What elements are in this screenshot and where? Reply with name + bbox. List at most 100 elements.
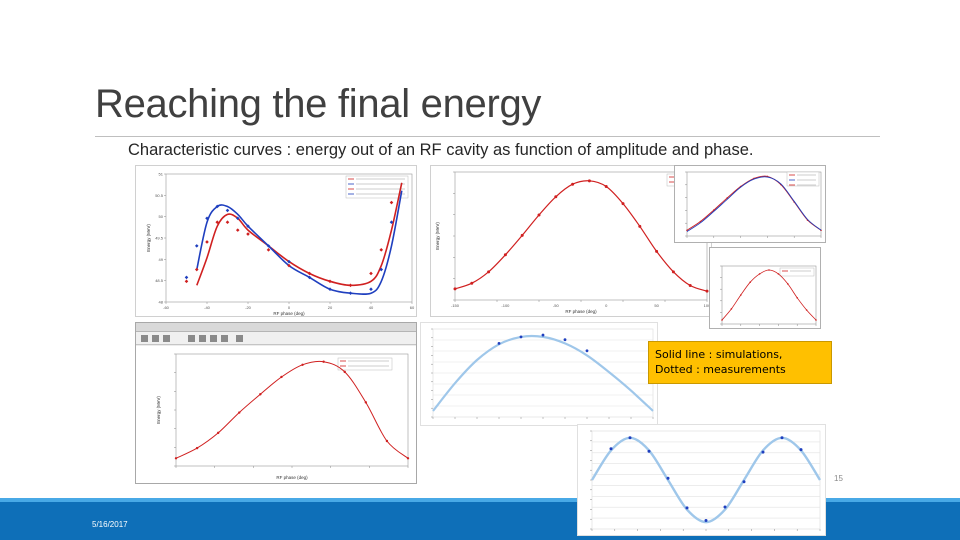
chart-legend <box>786 171 820 187</box>
data-point <box>761 450 765 454</box>
data-point <box>307 271 312 276</box>
series-line-1 <box>686 176 822 232</box>
x-axis-label: RF phase (deg) <box>276 475 308 480</box>
phase-scan-chart-7 <box>577 424 826 536</box>
plot-frame <box>686 171 822 237</box>
x-tick-label: 20 <box>328 305 333 310</box>
data-point <box>470 281 474 285</box>
data-point <box>246 232 250 236</box>
slide-subtitle: Characteristic curves : energy out of an… <box>128 141 754 159</box>
data-point <box>503 253 507 257</box>
x-axis-label: RF phase (deg) <box>565 309 597 314</box>
x-tick-label: -60 <box>163 305 170 310</box>
toolbar-icon[interactable] <box>152 335 159 342</box>
plot-frame <box>591 430 821 530</box>
series-line-0 <box>432 334 654 412</box>
data-point <box>184 275 189 280</box>
data-point <box>768 269 770 271</box>
series-line-0 <box>590 436 822 524</box>
data-point <box>604 185 608 189</box>
data-point <box>671 270 675 274</box>
x-tick-label: 0 <box>288 305 291 310</box>
data-point <box>787 283 789 285</box>
data-point <box>259 393 262 396</box>
data-point <box>688 283 692 287</box>
data-point <box>723 505 727 509</box>
x-tick-label: -40 <box>204 305 211 310</box>
x-tick-label: 40 <box>369 305 374 310</box>
data-point <box>225 220 230 225</box>
footer-stripe <box>0 498 960 502</box>
toolbar-icon[interactable] <box>221 335 228 342</box>
toolbar-icon[interactable] <box>188 335 195 342</box>
toolbar-icon[interactable] <box>236 335 243 342</box>
data-point <box>205 240 209 244</box>
phase-scan-chart-2: -150 -100 -50 0 50 100 RF phase (deg) Energy (M… <box>430 165 712 317</box>
data-point <box>364 401 368 404</box>
data-point <box>453 287 457 291</box>
data-point <box>585 349 589 353</box>
y-tick-label: 50.5 <box>155 193 164 198</box>
series-line-0 <box>175 360 409 459</box>
x-tick-label: 0 <box>605 303 608 308</box>
data-point <box>215 204 220 209</box>
phase-scan-chart-5-window: RF phase (deg) Energy (MeV) <box>135 322 417 484</box>
chart-legend <box>779 267 815 277</box>
data-point <box>815 319 817 321</box>
legend-callout: Solid line : simulations, Dotted : measu… <box>648 341 832 384</box>
callout-line-2: Dotted : measurements <box>655 363 786 376</box>
phase-scan-chart-6 <box>420 322 658 426</box>
phase-scan-chart-4 <box>709 247 821 329</box>
data-point <box>487 270 491 274</box>
data-point <box>322 360 325 363</box>
data-point <box>686 229 688 232</box>
data-point <box>348 283 353 288</box>
data-point <box>406 457 410 460</box>
data-point <box>742 480 746 484</box>
data-point <box>655 249 659 253</box>
data-point <box>647 449 651 453</box>
data-point <box>780 436 784 440</box>
data-point <box>777 273 780 275</box>
data-point <box>609 447 613 451</box>
window-titlebar <box>136 323 416 332</box>
data-point <box>666 476 670 480</box>
data-point <box>519 335 523 339</box>
data-point <box>805 309 808 311</box>
data-point <box>379 248 384 252</box>
y-axis-label: Energy (MeV) <box>146 224 151 252</box>
chart-legend <box>337 357 393 371</box>
y-tick-label: 48 <box>159 300 164 305</box>
x-tick-label: -20 <box>245 305 252 310</box>
data-point <box>328 279 332 284</box>
data-point <box>266 248 271 252</box>
toolbar-icon[interactable] <box>199 335 206 342</box>
x-tick-label: -150 <box>451 303 460 308</box>
data-point <box>194 244 199 248</box>
data-point <box>554 195 558 199</box>
series-line-1 <box>196 190 403 295</box>
toolbar-icon[interactable] <box>163 335 170 342</box>
data-point <box>740 294 742 296</box>
data-point <box>216 431 220 435</box>
data-point <box>174 457 178 460</box>
data-point <box>389 220 394 225</box>
data-point <box>238 411 241 414</box>
data-point <box>541 333 545 337</box>
data-point <box>520 233 524 237</box>
data-point <box>721 319 723 321</box>
x-tick-label: -50 <box>553 303 560 308</box>
data-point <box>685 506 689 510</box>
x-tick-label: 60 <box>410 305 415 310</box>
x-axis-label: RF phase (deg) <box>273 311 305 316</box>
x-tick-label: -100 <box>501 303 510 308</box>
chart-legend <box>345 175 409 199</box>
toolbar-icon[interactable] <box>210 335 217 342</box>
data-point <box>235 216 240 221</box>
data-point <box>379 267 384 272</box>
series-line-0 <box>454 180 708 292</box>
toolbar-icon[interactable] <box>141 335 148 342</box>
data-point <box>587 179 591 183</box>
data-point <box>369 287 373 292</box>
data-point <box>571 182 575 186</box>
